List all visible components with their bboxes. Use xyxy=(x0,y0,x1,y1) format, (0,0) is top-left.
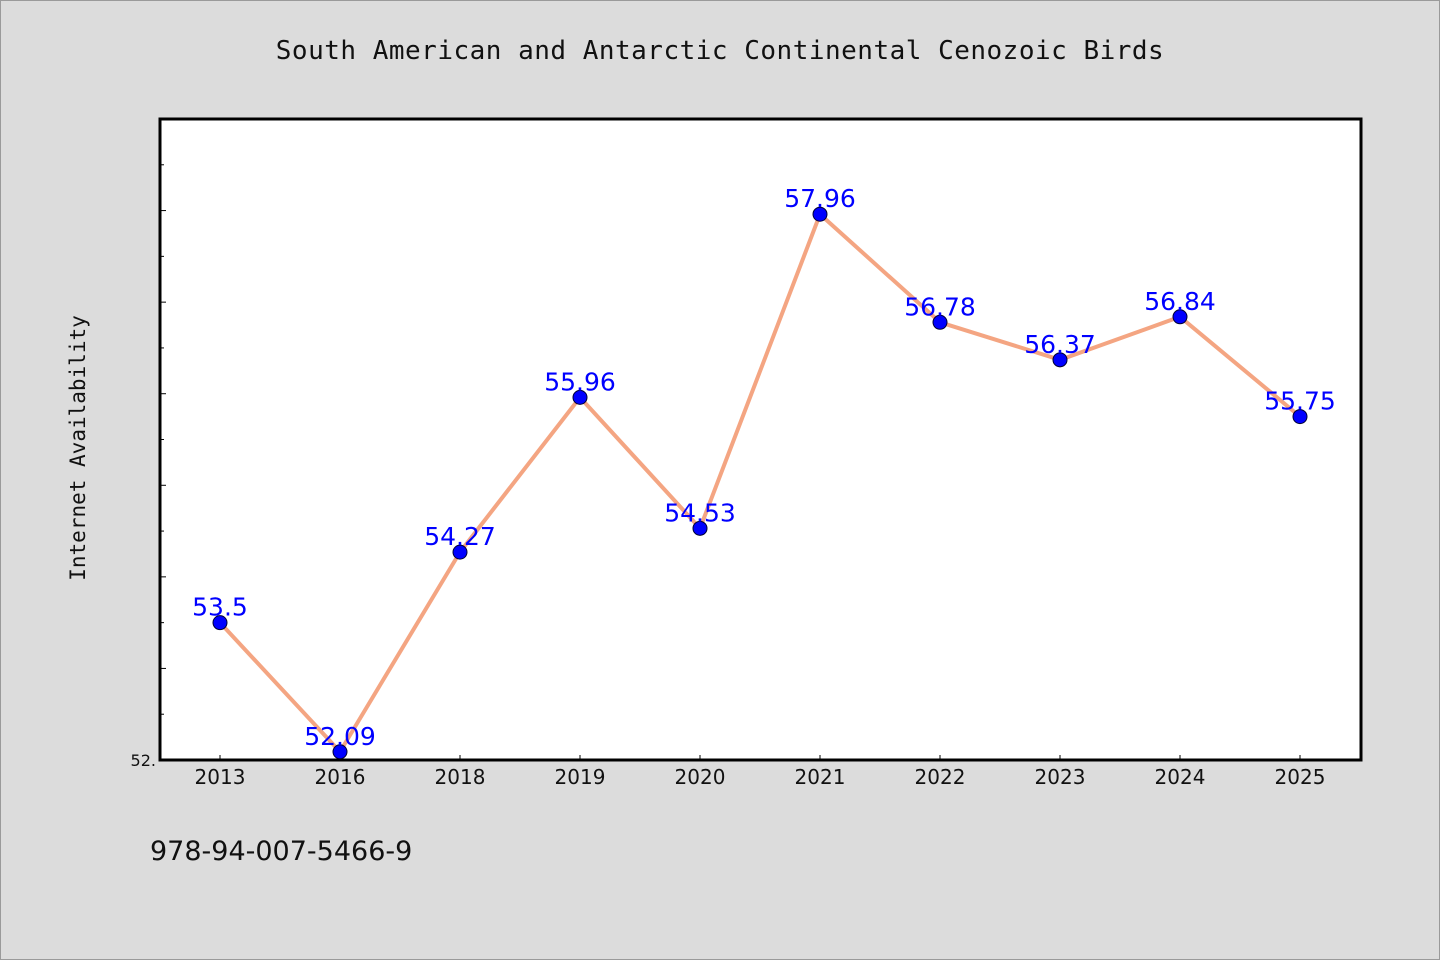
data-label: 55.96 xyxy=(544,367,616,396)
x-tick-label: 2019 xyxy=(555,765,606,789)
data-point-marker xyxy=(1052,352,1068,368)
data-label: 53.5 xyxy=(192,593,248,622)
x-tick-label: 2022 xyxy=(915,765,966,789)
x-tick-label: 2025 xyxy=(1275,765,1326,789)
x-tick-label: 2023 xyxy=(1035,765,1086,789)
data-point-marker xyxy=(812,206,828,222)
data-point-marker xyxy=(932,314,948,330)
data-point-marker xyxy=(692,520,708,536)
data-point-marker xyxy=(332,744,348,760)
x-tick-label: 2024 xyxy=(1155,765,1206,789)
plot-area xyxy=(158,117,1363,762)
data-point-marker xyxy=(572,389,588,405)
data-label: 56.84 xyxy=(1144,287,1216,316)
x-axis-ticks: 2013 2016 2018 2019 2020 2021 2022 2023 2024 2025 xyxy=(195,755,1326,789)
x-tick-label: 2013 xyxy=(195,765,246,789)
data-label: 52.09 xyxy=(304,722,376,751)
y-axis-ticks: 52. xyxy=(131,118,166,770)
data-label: 54.27 xyxy=(424,522,496,551)
x-tick-label: 2020 xyxy=(675,765,726,789)
series-layer xyxy=(212,206,1308,760)
series-line xyxy=(218,212,1302,754)
x-tick-label: 2018 xyxy=(435,765,486,789)
data-point-marker xyxy=(452,544,468,560)
data-label-layer: 53.5 52.09 54.27 55.96 54.53 57.96 56.78 56.37 5… xyxy=(192,184,1336,751)
chart-title: South American and Antarctic Continental… xyxy=(275,36,1165,66)
data-label: 56.37 xyxy=(1024,330,1096,359)
data-label: 56.78 xyxy=(904,292,976,321)
footer-code: 978-94-007-5466-9 xyxy=(150,836,413,867)
x-tick-label: 2016 xyxy=(315,765,366,789)
data-point-marker xyxy=(212,615,228,631)
data-label: 55.75 xyxy=(1264,387,1336,416)
data-label: 57.96 xyxy=(784,184,856,213)
x-tick-label: 2021 xyxy=(795,765,846,789)
y-tick-label: 52. xyxy=(131,751,156,770)
data-point-marker xyxy=(1172,309,1188,325)
data-label: 54.53 xyxy=(664,498,736,527)
data-point-marker xyxy=(1292,409,1308,425)
